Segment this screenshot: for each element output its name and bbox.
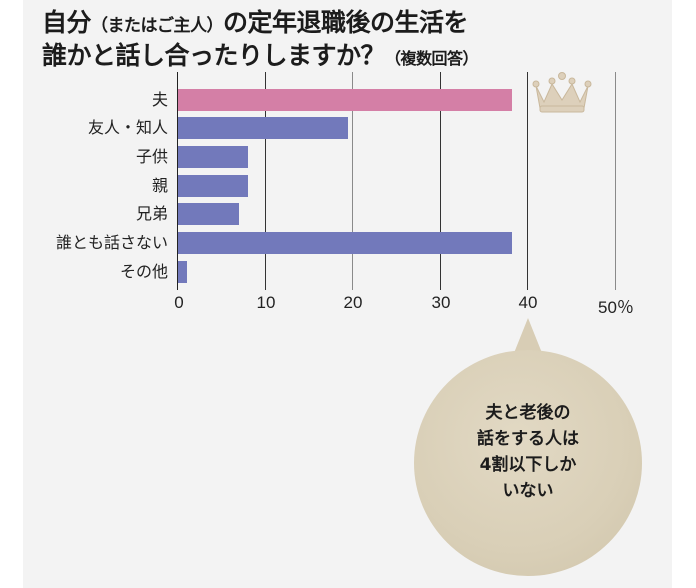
- x-tick-label: 50％: [598, 298, 634, 317]
- category-label: 誰とも話さない: [55, 233, 168, 252]
- annotation-line: 夫と老後の: [485, 403, 571, 423]
- category-label: 夫: [151, 90, 168, 109]
- title-note: （複数回答）: [385, 49, 479, 68]
- category-label: 子供: [135, 147, 168, 166]
- bar-2: [178, 146, 248, 168]
- title-text: 自分: [42, 8, 92, 37]
- x-tick-label: 10: [256, 293, 276, 312]
- bar-6: [178, 261, 187, 283]
- title-text: 誰かと話し合ったりしますか？: [42, 41, 386, 70]
- gridline-20: [352, 72, 353, 290]
- gridline-50: [615, 72, 616, 290]
- chart-title: 自分（またはご主人）の定年退職後の生活を 誰かと話し合ったりしますか？（複数回答…: [42, 8, 602, 73]
- gridline-40: [527, 72, 528, 290]
- category-label: その他: [119, 262, 168, 281]
- gridline-30: [440, 72, 441, 290]
- annotation-line: いない: [502, 481, 554, 501]
- title-line-1: 自分（またはご主人）の定年退職後の生活を: [42, 8, 602, 41]
- category-label: 親: [151, 176, 168, 195]
- annotation-line: 話をする人は: [477, 429, 579, 449]
- title-line-2: 誰かと話し合ったりしますか？（複数回答）: [42, 41, 602, 73]
- bar-3: [178, 175, 248, 197]
- bar-1: [178, 117, 348, 139]
- category-label: 友人・知人: [87, 118, 168, 137]
- annotation-bubble: [414, 350, 642, 576]
- x-tick-label: 20: [343, 293, 363, 312]
- bar-0: [178, 89, 512, 111]
- y-axis-line: [177, 72, 178, 290]
- bar-4: [178, 203, 240, 225]
- annotation-text: 夫と老後の 話をする人は 4割以下しか いない: [414, 400, 642, 504]
- category-label: 兄弟: [135, 204, 168, 223]
- x-tick-label: 40: [518, 293, 538, 312]
- x-tick-label: 0: [174, 293, 184, 312]
- gridline-10: [265, 72, 266, 290]
- bar-5: [178, 232, 512, 254]
- title-text: の定年退職後の生活を: [223, 8, 469, 37]
- crown-icon: [532, 72, 592, 113]
- title-paren: （またはご主人）: [91, 16, 224, 36]
- annotation-line: 4割以下しか: [479, 455, 577, 475]
- x-tick-label: 30: [431, 293, 451, 312]
